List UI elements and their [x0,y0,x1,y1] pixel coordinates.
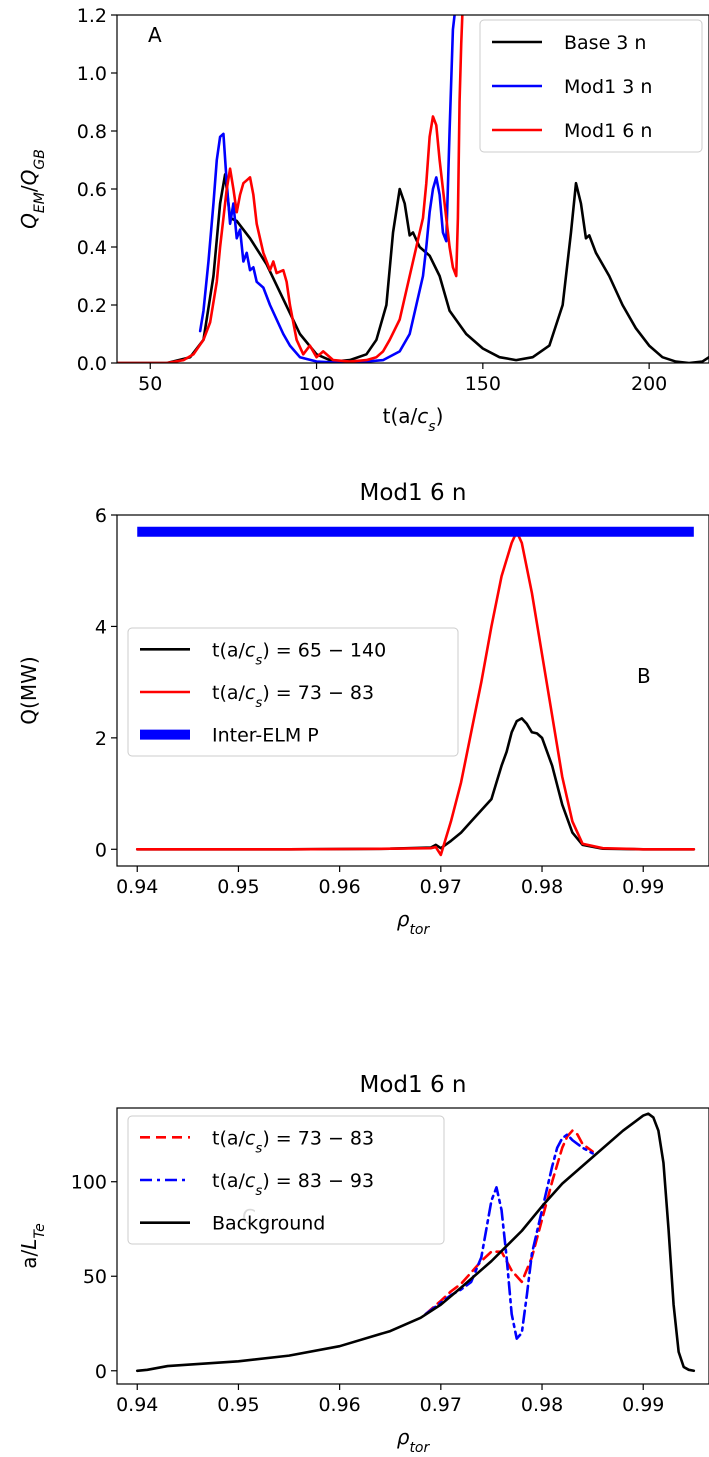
series-line-2 [198,15,456,363]
chart-title: Mod1 6 n [360,1072,467,1098]
x-tick-label: 100 [298,373,334,395]
plot-frame [116,1107,709,1385]
y-tick-label: 50 [83,1266,107,1288]
x-tick-label: 0.97 [420,876,462,898]
legend-entry: Inter-ELM P [212,725,319,747]
y-tick-label: 0 [95,839,107,861]
series-line-1 [424,1129,594,1316]
x-tick-label: 0.99 [622,1394,664,1416]
y-tick-label: 0.0 [77,353,107,375]
y-tick-label: 1.2 [77,5,107,27]
x-tick-label: 0.94 [116,876,158,898]
legend-entry: t(a/cs) = 73 − 83 [212,1127,374,1156]
y-tick-label: 0.2 [77,295,107,317]
legend-entry: t(a/cs) = 83 − 93 [212,1170,374,1199]
legend-entry: t(a/cs) = 65 − 140 [212,639,386,668]
x-tick-label: 200 [631,373,667,395]
y-tick-label: 0.6 [77,179,107,201]
x-tick-label: 150 [465,373,501,395]
series-line-3 [135,1112,696,1373]
y-axis-label: QEM/QGB [17,149,48,229]
chart-panel-c: 0.94 0.95 0.96 0.97 0.98 0.99 0 50 100 ρtor a/LTe M… [17,1072,709,1456]
y-tick-label: 0.8 [77,121,107,143]
series-group [135,1112,696,1373]
x-axis-label: t(a/cs) [383,404,444,435]
series-line-2 [424,1133,594,1340]
legend-box [127,1115,445,1245]
chart-panel-a: 50 100 150 200 0.0 0.2 0.4 0.6 0.8 1.0 1.2 t(a/cs) Q… [17,5,709,435]
x-tick-label: 0.95 [217,1394,259,1416]
legend: t(a/cs) = 73 − 83 t(a/cs) = 83 − 93 Backgr… [127,1115,445,1245]
x-tick-label: 0.98 [521,876,563,898]
legend-entry: t(a/cs) = 73 − 83 [212,682,374,711]
y-tick-label: 100 [71,1172,107,1194]
legend-entry: Mod1 6 n [564,120,652,142]
panel-letter: A [148,23,162,47]
series-line-2 [135,530,696,857]
y-tick-label: 4 [95,616,107,638]
legend-box [127,627,459,757]
x-tick-label: 0.99 [622,876,664,898]
chart-title: Mod1 6 n [360,480,467,506]
y-axis-label: a/LTe [17,1223,48,1269]
legend: t(a/cs) = 65 − 140 t(a/cs) = 73 − 83 Inter… [127,627,459,757]
y-axis-label: Q(MW) [17,656,41,724]
legend: Base 3 n Mod1 3 n Mod1 6 n [479,19,703,153]
x-tick-label: 0.96 [318,876,360,898]
plot-frame [116,514,709,867]
y-tick-label: 6 [95,505,107,527]
chart-panel-b: 0.94 0.95 0.96 0.97 0.98 0.99 0 2 4 6 ρtor Q(MW) Mod… [17,480,709,938]
y-tick-label: 2 [95,728,107,750]
legend-entry: Base 3 n [564,32,646,54]
x-tick-label: 0.94 [116,1394,158,1416]
series-group [117,15,709,363]
legend-entry: Mod1 3 n [564,76,652,98]
series-line-1 [135,717,696,851]
series-line-3 [117,15,464,363]
x-tick-label: 50 [138,373,162,395]
y-tick-label: 1.0 [77,63,107,85]
x-tick-label: 0.97 [420,1394,462,1416]
x-axis-label: ρtor [397,907,431,938]
y-tick-label: 0.4 [77,237,107,259]
panel-letter: B [637,664,651,688]
series-group [135,526,696,857]
x-tick-label: 0.95 [217,876,259,898]
x-tick-label: 0.96 [318,1394,360,1416]
y-tick-label: 0 [95,1361,107,1383]
x-tick-label: 0.98 [521,1394,563,1416]
legend-box [479,19,703,153]
legend-entry: Background [212,1213,325,1235]
x-axis-label: ρtor [397,1425,431,1456]
